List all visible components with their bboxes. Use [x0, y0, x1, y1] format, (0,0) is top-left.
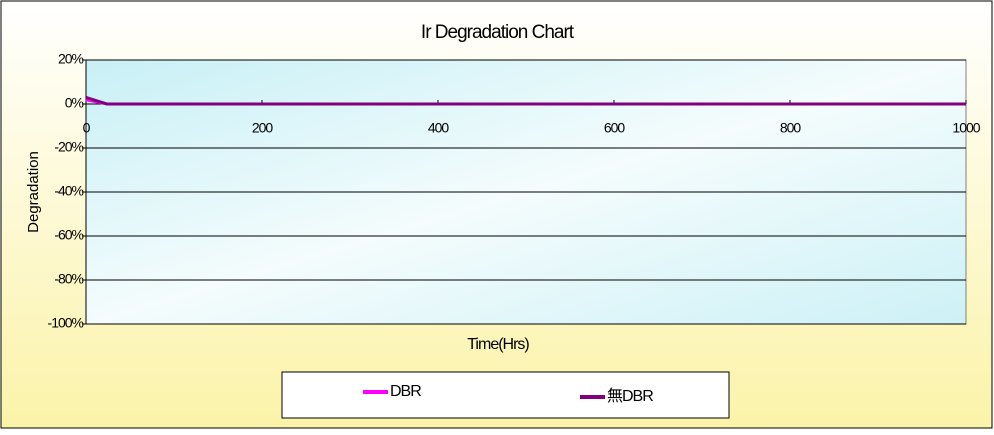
y-tick-label: -100% [48, 315, 84, 331]
x-axis-label: Time(Hrs) [467, 336, 529, 353]
y-tick-label: -40% [54, 183, 83, 199]
y-tick-label: 0% [65, 95, 84, 111]
legend-label: 無DBR [607, 387, 653, 405]
y-axis-label: Degradation [25, 151, 42, 233]
y-tick-label: -60% [54, 227, 83, 243]
legend [281, 371, 730, 419]
x-tick-label: 0 [83, 120, 91, 136]
x-tick-label: 600 [604, 120, 626, 136]
x-tick-label: 800 [780, 120, 802, 136]
legend-label: DBR [390, 383, 421, 400]
y-tick-label: -80% [54, 271, 83, 287]
x-tick-label: 1000 [952, 120, 980, 136]
x-tick-label: 400 [428, 120, 450, 136]
x-tick-label: 200 [252, 120, 274, 136]
y-tick-label: 20% [58, 51, 84, 67]
y-tick-label: -20% [54, 139, 83, 155]
series-line [85, 95, 966, 106]
chart-title: Ir Degradation Chart [421, 22, 575, 43]
